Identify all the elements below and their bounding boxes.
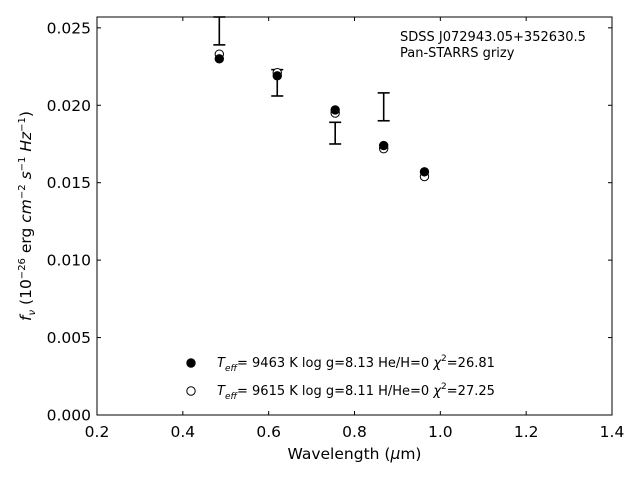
- annotation-object-name: SDSS J072943.05+352630.5: [400, 30, 586, 45]
- x-tick-label: 1.2: [514, 423, 539, 441]
- data-point-filled: [419, 167, 430, 177]
- x-tick-label: 0.8: [342, 423, 367, 441]
- axis-ticks: 0.2 0.4 0.6 0.8 1.0 1.2 1.4 0.000 0.005 0.010 0.01…: [47, 17, 625, 441]
- data-point-filled: [378, 140, 389, 151]
- legend-entry-2: Teff= 9615 K log g=8.11 H/He=0 χ2=27.25: [217, 382, 495, 402]
- x-tick-label: 0.2: [85, 423, 110, 441]
- data-point-filled: [330, 105, 340, 115]
- legend-entry-1: Teff= 9463 K log g=8.13 He/H=0 χ2=26.81: [217, 354, 495, 374]
- y-tick-label: 0.020: [47, 97, 91, 115]
- y-tick-label: 0.005: [47, 329, 91, 347]
- x-axis-title: Wavelength (μm): [288, 445, 422, 463]
- y-tick-label: 0.010: [47, 252, 91, 270]
- legend-marker-filled: [186, 358, 196, 368]
- x-tick-label: 1.0: [428, 423, 453, 441]
- y-tick-label: 0.015: [47, 174, 91, 192]
- x-tick-label: 1.4: [600, 423, 625, 441]
- legend: Teff= 9463 K log g=8.13 He/H=0 χ2=26.81 …: [186, 354, 495, 402]
- plot-area: [213, 16, 430, 182]
- y-tick-label: 0.025: [47, 19, 91, 37]
- legend-marker-open: [186, 386, 196, 396]
- data-point-filled: [272, 71, 282, 81]
- data-point-filled: [214, 54, 225, 64]
- y-axis-title: fν (10−26 erg cm−2 s−1 Hz−1): [17, 111, 38, 321]
- y-tick-label: 0.000: [47, 407, 91, 425]
- annotation-survey: Pan-STARRS grizy: [400, 46, 515, 61]
- x-tick-label: 0.4: [171, 423, 196, 441]
- x-tick-label: 0.6: [256, 423, 281, 441]
